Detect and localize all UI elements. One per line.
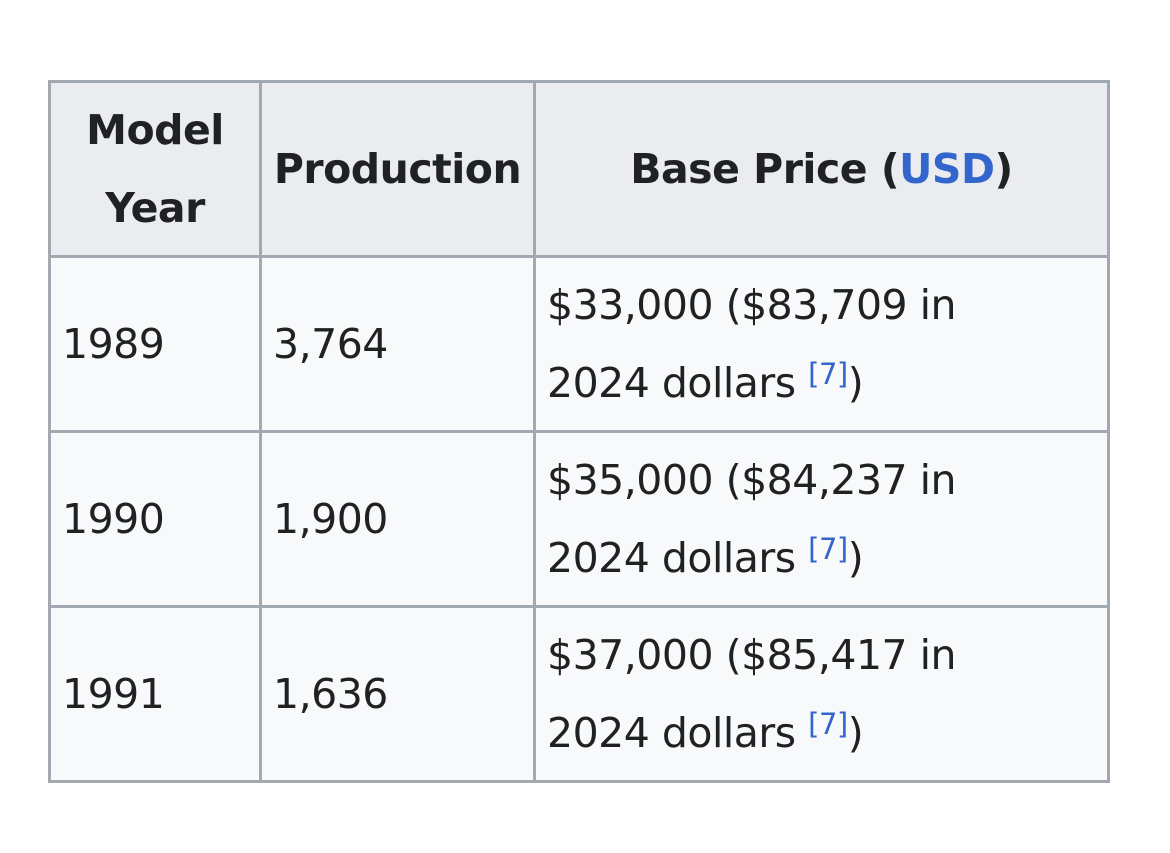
header-row: Model Year Production Base Price (USD)	[48, 80, 1110, 258]
reference-link[interactable]: [7]	[808, 357, 848, 392]
price-close-paren: )	[847, 534, 864, 582]
cell-base-price: $33,000 ($83,709 in 2024 dollars [7])	[533, 255, 1110, 433]
cell-base-price: $37,000 ($85,417 in 2024 dollars [7])	[533, 605, 1110, 783]
cell-model-year: 1989	[48, 255, 262, 433]
reference-link[interactable]: [7]	[808, 532, 848, 567]
price-year-text: 2024 dollars	[547, 709, 809, 757]
header-model-year[interactable]: Model Year	[48, 80, 262, 258]
cell-model-year: 1991	[48, 605, 262, 783]
header-production[interactable]: Production	[259, 80, 536, 258]
price-line-2: 2024 dollars [7])	[547, 694, 1099, 772]
table-row: 1991 1,636 $37,000 ($85,417 in 2024 doll…	[48, 605, 1110, 783]
price-line-1: $35,000 ($84,237 in	[547, 456, 957, 504]
cell-production: 3,764	[259, 255, 536, 433]
price-line-2: 2024 dollars [7])	[547, 344, 1099, 422]
table-row: 1990 1,900 $35,000 ($84,237 in 2024 doll…	[48, 430, 1110, 608]
header-model-year-line1: Model	[86, 106, 224, 154]
price-close-paren: )	[847, 359, 864, 407]
table-row: 1989 3,764 $33,000 ($83,709 in 2024 doll…	[48, 255, 1110, 433]
header-production-label: Production	[273, 145, 522, 193]
price-year-text: 2024 dollars	[547, 534, 809, 582]
price-line-1: $37,000 ($85,417 in	[547, 631, 957, 679]
header-base-price-suffix: )	[994, 145, 1013, 193]
cell-model-year: 1990	[48, 430, 262, 608]
header-model-year-line2: Year	[105, 184, 205, 232]
price-year-text: 2024 dollars	[547, 359, 809, 407]
usd-link[interactable]: USD	[899, 145, 995, 193]
cell-base-price: $35,000 ($84,237 in 2024 dollars [7])	[533, 430, 1110, 608]
price-close-paren: )	[847, 709, 864, 757]
production-table: Model Year Production Base Price (USD) 1…	[48, 80, 1110, 783]
header-base-price-prefix: Base Price (	[630, 145, 900, 193]
cell-production: 1,636	[259, 605, 536, 783]
reference-link[interactable]: [7]	[808, 707, 848, 742]
price-line-2: 2024 dollars [7])	[547, 519, 1099, 597]
price-line-1: $33,000 ($83,709 in	[547, 281, 957, 329]
header-base-price[interactable]: Base Price (USD)	[533, 80, 1110, 258]
cell-production: 1,900	[259, 430, 536, 608]
